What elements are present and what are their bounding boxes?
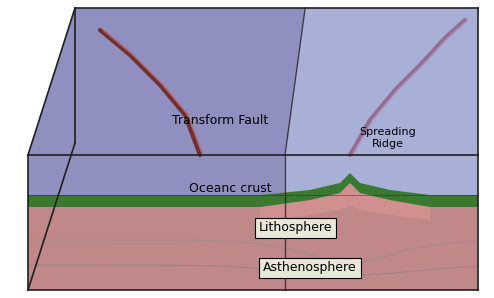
Polygon shape [28,173,478,207]
Text: Spreading
Ridge: Spreading Ridge [360,127,416,149]
Polygon shape [28,155,285,195]
Polygon shape [28,155,285,195]
Polygon shape [28,8,75,290]
Polygon shape [28,155,478,160]
Polygon shape [28,8,305,155]
Text: Transform Fault: Transform Fault [172,114,268,126]
Polygon shape [285,155,478,195]
Text: Oceanc crust: Oceanc crust [189,181,271,195]
Polygon shape [28,8,478,155]
Polygon shape [28,195,478,207]
Polygon shape [285,8,478,155]
Polygon shape [28,155,478,195]
Polygon shape [28,195,478,207]
Text: Asthenosphere: Asthenosphere [263,262,357,274]
Polygon shape [28,46,75,205]
Polygon shape [260,183,430,220]
Text: Lithosphere: Lithosphere [258,221,332,235]
Polygon shape [28,155,478,290]
